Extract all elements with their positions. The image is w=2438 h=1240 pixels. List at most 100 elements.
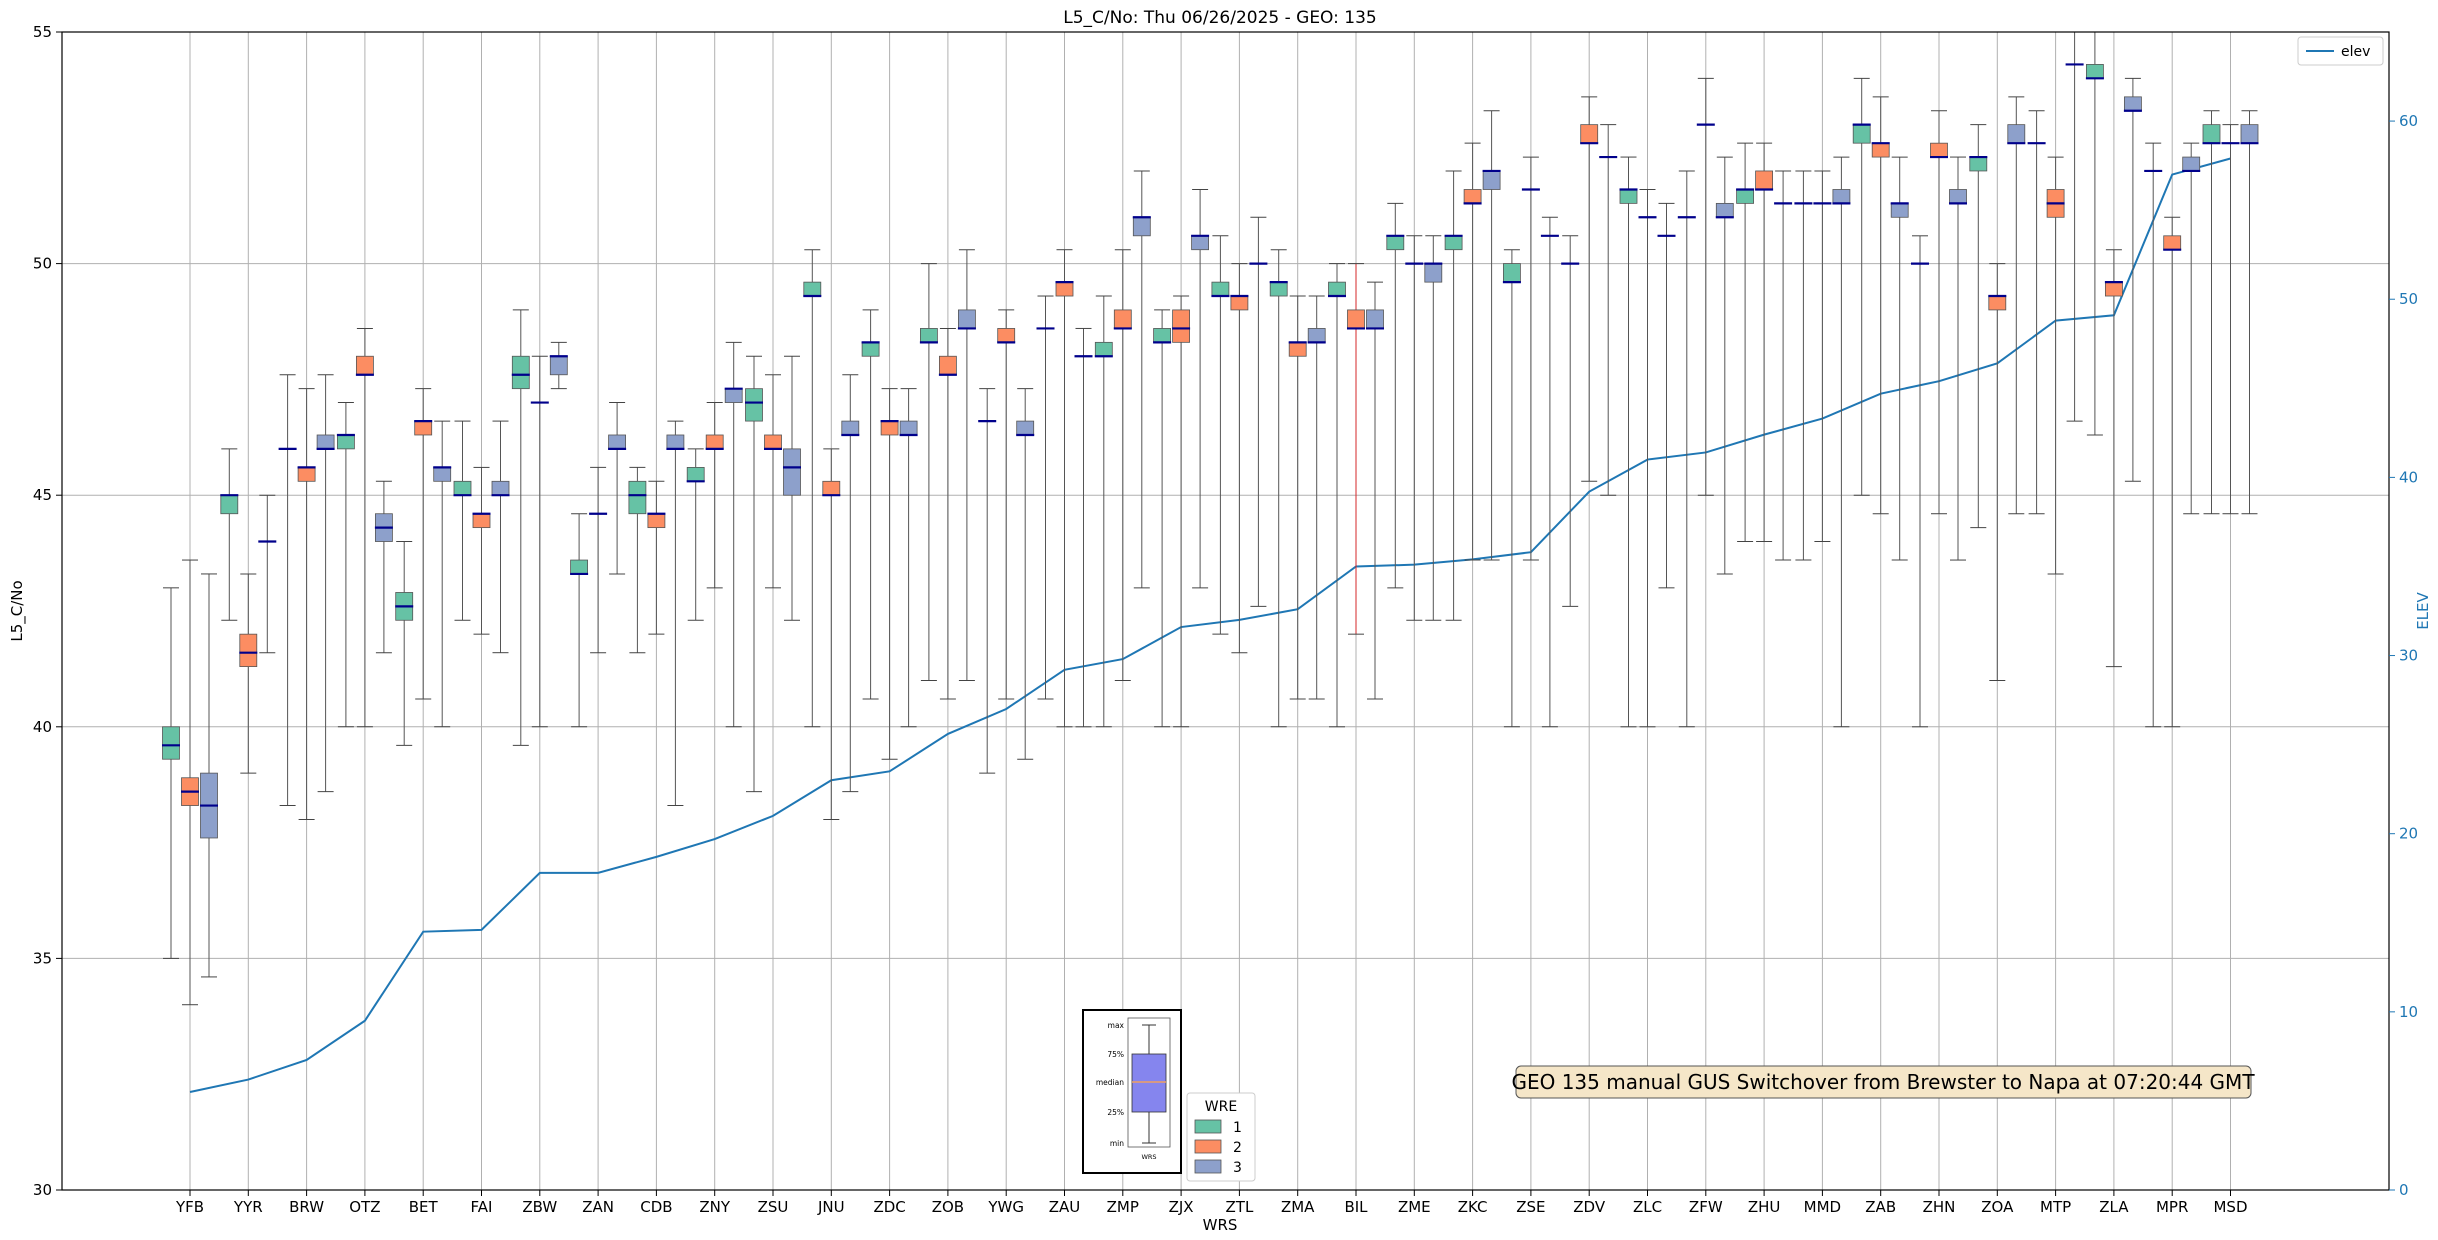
box-iqr <box>745 388 763 422</box>
x-tick-label: ZAU <box>1049 1198 1081 1216</box>
inset-label-max: max <box>1108 1021 1125 1030</box>
box-iqr <box>628 480 647 515</box>
box-iqr <box>1852 124 1871 144</box>
box-iqr <box>1988 295 2007 311</box>
wre-legend-title: WRE <box>1205 1099 1237 1115</box>
x-tick-label: BRW <box>289 1198 324 1216</box>
x-tick-label: ZKC <box>1458 1198 1488 1216</box>
box-key-inset: max 75% median 25% min WRS <box>1082 1009 1182 1174</box>
box-iqr <box>220 494 239 515</box>
box-iqr <box>2240 124 2259 144</box>
box-iqr <box>1153 328 1171 343</box>
box-iqr <box>1211 281 1230 297</box>
x-tick-label: MPR <box>2156 1198 2188 1216</box>
box-iqr <box>491 480 510 496</box>
box-iqr <box>1094 341 1113 357</box>
box-iqr <box>1736 189 1754 204</box>
box-iqr <box>997 328 1016 343</box>
elev-line <box>189 157 2231 1093</box>
x-tick-label: YWG <box>987 1198 1024 1216</box>
box-iqr <box>822 480 841 496</box>
box-iqr <box>239 633 258 667</box>
x-tick-label: ZMA <box>1281 1198 1315 1216</box>
wre-legend-label: 2 <box>1233 1140 1242 1156</box>
inset-label-median: median <box>1096 1078 1124 1087</box>
elev-legend-label: elev <box>2341 44 2370 60</box>
inset-label-q3: 75% <box>1107 1050 1124 1059</box>
box-iqr <box>162 726 180 760</box>
box-iqr <box>861 341 880 357</box>
x-tick-label: ZTL <box>1226 1198 1254 1216</box>
y2-tick-label: 30 <box>2399 647 2418 665</box>
box-iqr <box>1172 309 1190 343</box>
box-iqr <box>1016 420 1035 436</box>
box-iqr <box>1444 235 1463 251</box>
x-tick-label: ZNY <box>699 1198 730 1216</box>
x-tick-label: ZOB <box>932 1198 964 1216</box>
x-tick-label: BIL <box>1344 1198 1368 1216</box>
x-tick-label: YYR <box>233 1198 263 1216</box>
x-tick-label: ZJX <box>1169 1198 1194 1216</box>
box-iqr <box>1463 189 1482 204</box>
box-iqr <box>1347 309 1365 329</box>
box-iqr <box>472 513 491 529</box>
box-iqr <box>1113 309 1132 329</box>
box-iqr <box>1424 263 1443 283</box>
y2-tick-label: 20 <box>2399 825 2418 843</box>
y2-tick-label: 60 <box>2399 112 2418 130</box>
box-iqr <box>1482 170 1501 190</box>
box-iqr <box>336 434 355 450</box>
box-iqr <box>2182 156 2201 172</box>
box-iqr <box>1366 309 1384 329</box>
box-iqr <box>1832 189 1851 204</box>
box-iqr <box>1930 142 1948 158</box>
box-iqr <box>2202 124 2221 144</box>
wre-legend-label: 3 <box>1233 1160 1242 1176</box>
box-iqr <box>1191 235 1209 251</box>
annotation-text: GEO 135 manual GUS Switchover from Brews… <box>1511 1070 2255 1094</box>
y-tick-label: 35 <box>33 949 52 967</box>
elev-legend-box <box>2297 36 2384 66</box>
y-tick-label: 45 <box>33 486 52 504</box>
box-iqr <box>1132 216 1151 237</box>
x-tick-label: ZSE <box>1516 1198 1545 1216</box>
x-tick-label: ZDC <box>873 1198 905 1216</box>
box-iqr <box>1055 281 1074 297</box>
box-iqr <box>433 467 452 482</box>
box-iqr <box>686 467 705 482</box>
y-tick-label: 40 <box>33 718 52 736</box>
x-tick-label: MSD <box>2213 1198 2247 1216</box>
box-iqr <box>2123 96 2142 112</box>
annotation-box <box>1515 1065 2252 1099</box>
box-iqr <box>783 448 801 496</box>
box-iqr <box>570 559 588 575</box>
box-iqr <box>2163 235 2182 251</box>
x-tick-label: FAI <box>471 1198 493 1216</box>
box-iqr <box>414 420 433 436</box>
x-tick-label: ZFW <box>1689 1198 1723 1216</box>
box-iqr <box>803 281 822 297</box>
box-layer <box>162 31 2259 1006</box>
box-iqr <box>1871 142 1890 158</box>
box-iqr <box>1328 281 1346 297</box>
y-axis-label: L5_C/No <box>8 580 27 641</box>
box-iqr <box>1307 328 1326 343</box>
y-axis-left: 30 35 40 45 50 55 <box>33 23 62 1199</box>
y-tick-label: 30 <box>33 1181 52 1199</box>
x-tick-label: ZBW <box>522 1198 557 1216</box>
box-iqr <box>666 434 685 450</box>
y-axis-right: 0 10 20 30 40 50 60 <box>2389 112 2418 1199</box>
y2-tick-label: 40 <box>2399 468 2418 486</box>
box-iqr <box>608 434 626 450</box>
x-tick-label: ZHU <box>1748 1198 1781 1216</box>
y2-tick-label: 10 <box>2399 1003 2418 1021</box>
x-tick-label: JNU <box>817 1198 845 1216</box>
box-iqr <box>647 513 666 529</box>
box-iqr <box>453 480 472 496</box>
y2-tick-label: 0 <box>2399 1181 2409 1199</box>
box-iqr <box>1386 235 1405 251</box>
x-tick-label: OTZ <box>349 1198 380 1216</box>
x-axis: YFB YYR BRW OTZ BET FAI ZBW ZAN CDB ZNY ZSU JNU ZDC Z… <box>175 1190 2248 1216</box>
x-tick-label: YFB <box>175 1198 204 1216</box>
